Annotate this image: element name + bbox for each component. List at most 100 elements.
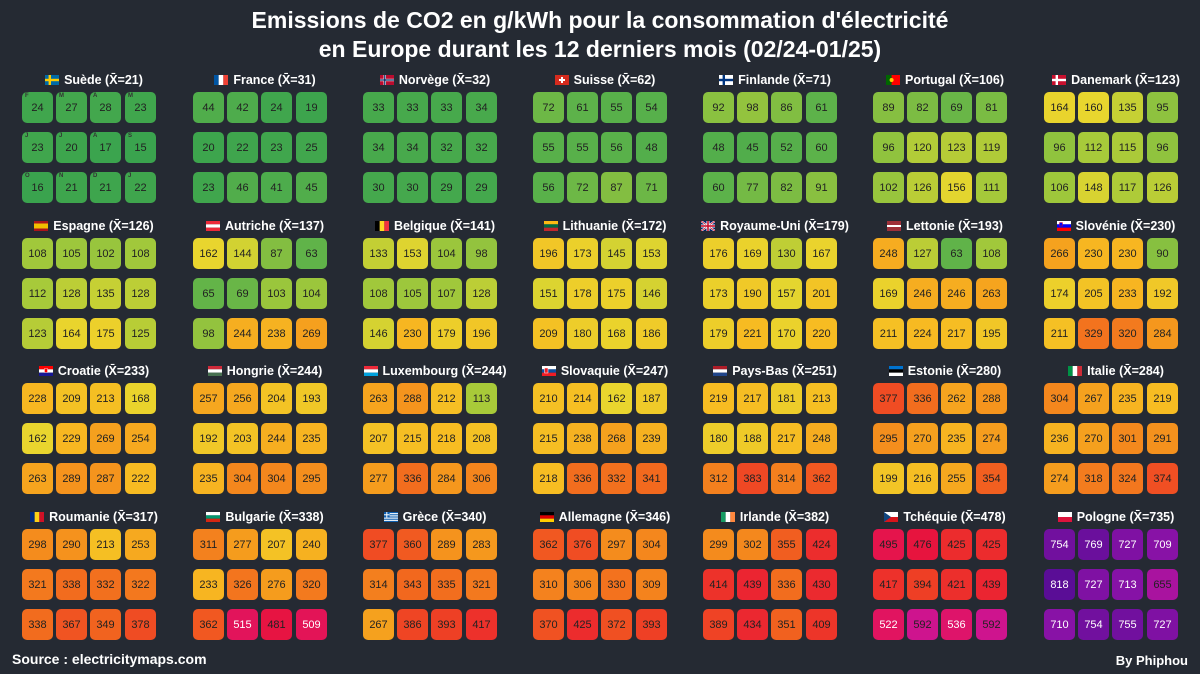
- heatmap-cell: 25: [296, 132, 327, 163]
- heatmap-cell: 112: [22, 278, 53, 309]
- heatmap-cell: 230: [1112, 238, 1143, 269]
- heatmap-cell: 239: [636, 423, 667, 454]
- cell-value: 338: [28, 618, 47, 631]
- cell-value: 304: [267, 472, 286, 485]
- flag-it-icon: [1068, 366, 1083, 376]
- cell-value: 299: [709, 538, 728, 551]
- cell-value: 28: [99, 101, 112, 114]
- country-header: Irlande (X̄=382): [691, 508, 859, 526]
- flag-es-icon: [34, 221, 49, 231]
- month-label: S: [128, 133, 133, 139]
- cell-value: 157: [777, 287, 796, 300]
- cell-value: 190: [743, 287, 762, 300]
- heatmap-cell: 288: [976, 383, 1007, 414]
- heatmap-cell: 329: [1078, 318, 1109, 349]
- heatmap-cell: 167: [806, 238, 837, 269]
- cell-value: 69: [236, 287, 249, 300]
- cell-value: 55: [610, 101, 623, 114]
- cell-value: 592: [982, 618, 1001, 631]
- heatmap-cell: 274: [1044, 463, 1075, 494]
- heatmap-cell: 367: [56, 609, 87, 640]
- heatmap-cell: 128: [466, 278, 497, 309]
- country-label: Belgique (X̄=141): [393, 219, 496, 233]
- heatmap-cell: 123: [941, 132, 972, 163]
- country-header: Norvège (X̄=32): [351, 71, 519, 89]
- heatmap-cell: 476: [907, 529, 938, 560]
- heatmap-cell: 108: [976, 238, 1007, 269]
- country-label: Autriche (X̄=137): [225, 219, 324, 233]
- cell-value: 235: [947, 432, 966, 445]
- cell-value: 72: [542, 101, 555, 114]
- country-label: Grèce (X̄=340): [402, 510, 487, 524]
- country-header: Pays-Bas (X̄=251): [691, 362, 859, 380]
- cell-value: 270: [913, 432, 932, 445]
- cell-value: 284: [437, 472, 456, 485]
- country-label: Italie (X̄=284): [1087, 364, 1164, 378]
- cell-value: 351: [777, 618, 796, 631]
- heatmap-cell: 162: [22, 423, 53, 454]
- cell-value: 425: [982, 538, 1001, 551]
- heatmap-cell: 304: [636, 529, 667, 560]
- cell-value: 238: [267, 327, 286, 340]
- cell-value: 87: [610, 181, 623, 194]
- heatmap-cell: 174: [1044, 278, 1075, 309]
- cell-value: 21: [65, 181, 78, 194]
- cell-value: 217: [743, 392, 762, 405]
- cell-value: 219: [709, 392, 728, 405]
- cell-value: 61: [815, 101, 828, 114]
- heatmap-cell: 77: [737, 172, 768, 203]
- cell-value: 44: [202, 101, 215, 114]
- cell-value: 430: [812, 578, 831, 591]
- cell-value: 24: [31, 101, 44, 114]
- cell-value: 322: [131, 578, 150, 591]
- cell-value: 196: [472, 327, 491, 340]
- cell-value: 22: [236, 141, 249, 154]
- heatmap-cell: 173: [703, 278, 734, 309]
- country-header: Finlande (X̄=71): [691, 71, 859, 89]
- heatmap-cell: 336: [567, 463, 598, 494]
- heatmap-cell: 377: [363, 529, 394, 560]
- heatmap-cell: 107: [431, 278, 462, 309]
- cell-value: 710: [1050, 618, 1069, 631]
- cell-value: 179: [709, 327, 728, 340]
- cell-value: 253: [131, 538, 150, 551]
- country-header: Pologne (X̄=735): [1032, 508, 1200, 526]
- heatmap-cell: 304: [1044, 383, 1075, 414]
- cell-value: 168: [607, 327, 626, 340]
- heatmap-cell: 754: [1078, 609, 1109, 640]
- heatmap-cell: 157: [771, 278, 802, 309]
- country-header: Danemark (X̄=123): [1032, 71, 1200, 89]
- heatmap-cell: 63: [941, 238, 972, 269]
- heatmap-cell: 209: [533, 318, 564, 349]
- cell-value: 105: [403, 287, 422, 300]
- cell-value: 170: [777, 327, 796, 340]
- flag-sk-icon: [541, 366, 556, 376]
- heatmap-cell: 256: [227, 383, 258, 414]
- cell-value: 16: [31, 181, 44, 194]
- country-header: Belgique (X̄=141): [351, 217, 519, 235]
- country-label: Pays-Bas (X̄=251): [732, 364, 837, 378]
- heatmap-cell: 332: [90, 569, 121, 600]
- cell-value: 239: [642, 432, 661, 445]
- heatmap-cell: 217: [737, 383, 768, 414]
- country-header: Suède (X̄=21): [10, 71, 178, 89]
- cell-value: 310: [539, 578, 558, 591]
- cell-value: 374: [1153, 472, 1172, 485]
- heatmap-cell: 304: [261, 463, 292, 494]
- cell-value: 156: [947, 181, 966, 194]
- country-label: Suisse (X̄=62): [573, 73, 656, 87]
- cell-value: 727: [1153, 618, 1172, 631]
- cell-value: 263: [982, 287, 1001, 300]
- cell-value: 309: [642, 578, 661, 591]
- cell-value: 164: [62, 327, 81, 340]
- heatmap-cell: 338: [56, 569, 87, 600]
- cell-value: 389: [709, 618, 728, 631]
- country-header: Grèce (X̄=340): [351, 508, 519, 526]
- cell-value: 95: [1156, 101, 1169, 114]
- heatmap-cell: 727: [1147, 609, 1178, 640]
- cell-value: 104: [437, 247, 456, 260]
- cell-value: 32: [475, 141, 488, 154]
- cell-value: 343: [403, 578, 422, 591]
- cell-value: 211: [1050, 327, 1069, 340]
- heatmap-cell: 295: [873, 423, 904, 454]
